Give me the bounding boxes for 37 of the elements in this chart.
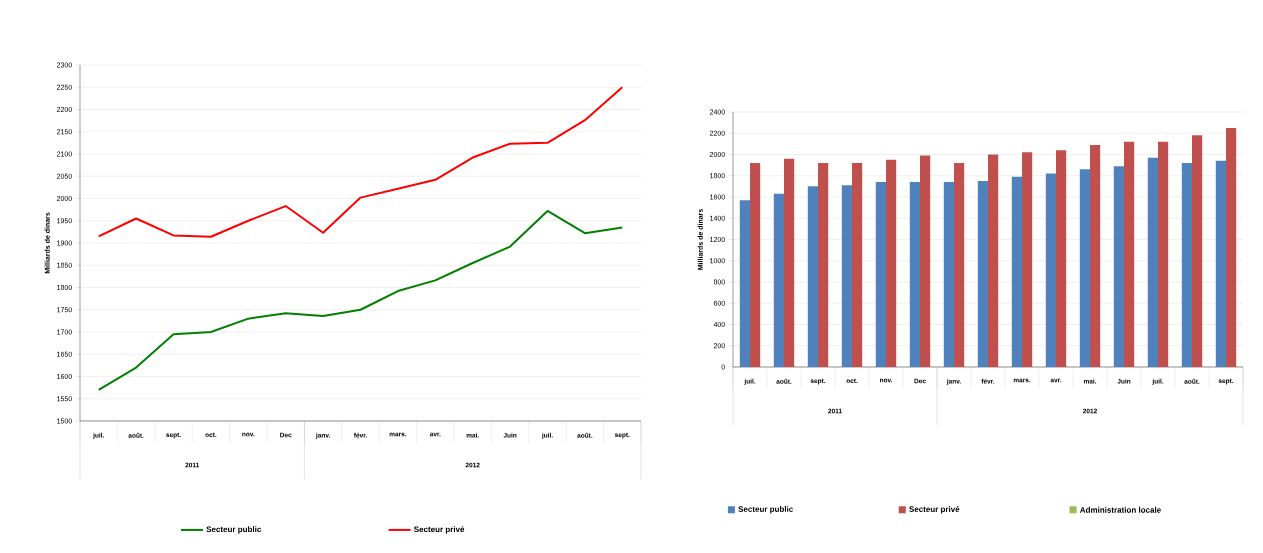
bar [818, 162, 829, 367]
bar [841, 185, 853, 367]
bar [1215, 160, 1226, 367]
bar [977, 181, 988, 367]
bar [1056, 150, 1067, 367]
bar [886, 159, 897, 367]
bar [1226, 127, 1237, 367]
bar [988, 154, 999, 367]
line-series [97, 86, 624, 238]
bar [750, 162, 761, 367]
bar [739, 200, 751, 367]
bar [784, 158, 795, 367]
legend-label: Administration locale [1080, 506, 1161, 513]
bar [1011, 176, 1023, 367]
line-series [97, 209, 624, 391]
bar [909, 182, 921, 367]
bar [875, 182, 886, 367]
bar [1022, 152, 1033, 367]
bar [943, 182, 955, 367]
legend-label: Secteur public [206, 526, 262, 534]
bar [920, 155, 931, 367]
bar [1124, 141, 1135, 367]
bar [1192, 135, 1203, 367]
bar [1181, 162, 1192, 367]
bar [1113, 166, 1125, 367]
legend-label: Secteur privé [414, 526, 465, 534]
bar [1147, 157, 1158, 367]
bar [773, 193, 785, 367]
bar [1090, 144, 1101, 367]
legend-label: Secteur public [738, 506, 793, 514]
bar [852, 162, 863, 367]
bar [1079, 169, 1090, 367]
bar [954, 162, 965, 367]
bar [1158, 141, 1169, 367]
legend-label: Secteur privé [909, 506, 960, 514]
bar [1045, 173, 1056, 367]
bar [807, 186, 819, 367]
